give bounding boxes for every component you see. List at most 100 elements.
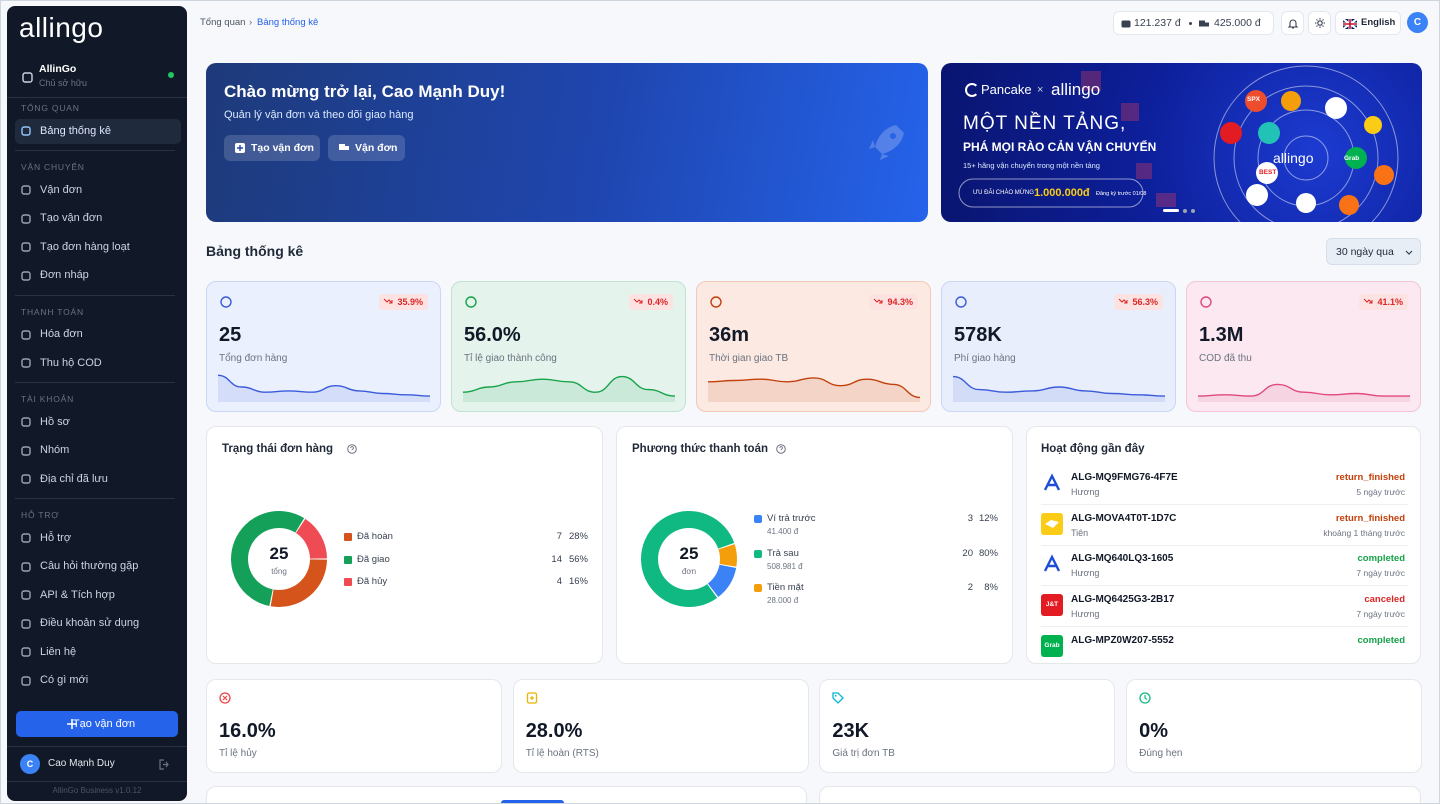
donut-segment [295, 518, 327, 560]
nav-item[interactable]: API & Tích hợp [40, 588, 115, 601]
panel-title: Phương thức thanh toán [632, 443, 768, 455]
carrier-logo: BEST [1259, 169, 1277, 176]
banner-art-part [1258, 122, 1280, 144]
legend-percent: 56% [568, 553, 588, 565]
nav-item[interactable]: Nhóm [40, 444, 70, 456]
welcome-button-label: Vận đơn [355, 142, 398, 154]
order-code[interactable]: ALG-MQ9FMG76-4F7E [1071, 472, 1178, 483]
icon-part [345, 146, 349, 150]
banner-art-part [1191, 209, 1195, 213]
nav-item[interactable]: Tạo vận đơn [40, 212, 103, 224]
panel [206, 786, 807, 803]
welcome-subtitle: Quản lý vận đơn và theo dõi giao hàng [224, 109, 414, 121]
cta-button[interactable]: Tạo vận đơn [16, 711, 178, 737]
icon-part [778, 446, 783, 451]
icon-part [529, 696, 534, 700]
avatar[interactable]: C [1407, 12, 1428, 33]
icon-part [21, 126, 31, 136]
icon-part [237, 145, 243, 151]
icon-part [835, 694, 838, 697]
period-label: 30 ngày qua [1336, 246, 1394, 258]
kpi-card: 16.0% Tỉ lệ hủy [206, 679, 502, 773]
legend-percent: 28% [568, 531, 588, 542]
banner-art-part [1374, 165, 1394, 185]
icon [1043, 554, 1061, 572]
order-code[interactable]: ALG-MOVA4T0T-1D7C [1071, 512, 1177, 524]
divider [1041, 585, 1408, 587]
logo: allingo [19, 12, 104, 43]
icon-part [21, 417, 31, 427]
period-select[interactable]: 30 ngày qua [1326, 238, 1421, 265]
welcome-button[interactable]: Vận đơn [328, 135, 405, 161]
icon [775, 444, 786, 454]
banner-art-part [1213, 65, 1399, 222]
icon [22, 72, 33, 83]
donut-total: 25 [269, 544, 289, 563]
breadcrumb-current[interactable]: Bảng thống kê [257, 17, 319, 28]
icon-part [67, 719, 77, 729]
icon-part [465, 296, 477, 308]
nav-item[interactable]: Câu hỏi thường gặp [40, 560, 139, 572]
donut-total-label: đơn [681, 567, 697, 576]
order-code[interactable]: ALG-MQ6425G3-2B17 [1071, 594, 1175, 606]
icon-part [21, 675, 31, 686]
nav-item[interactable]: Có gì mới [40, 674, 89, 686]
nav-item[interactable]: Hóa đơn [40, 328, 83, 340]
separator [15, 294, 175, 296]
stats-title: Bảng thống kê [206, 243, 304, 259]
icon-part [219, 692, 231, 704]
icon-part [346, 444, 357, 454]
icon [1405, 250, 1413, 255]
order-time: khoảng 1 tháng trước [1323, 527, 1405, 538]
nav-item[interactable]: Hồ sơ [40, 415, 70, 428]
nav-item[interactable]: Vận đơn [40, 183, 83, 196]
sparkline-area [708, 377, 920, 402]
icon-part [1364, 298, 1373, 304]
banner-art-part [1283, 135, 1329, 181]
carrier-logo: SPX [1247, 96, 1261, 103]
banner-art-part [1220, 122, 1242, 144]
divider [1041, 504, 1408, 505]
order-time: 5 ngày trước [1356, 487, 1405, 497]
notifications[interactable] [1281, 11, 1304, 35]
sidebar: allingo AllinGo Chủ sở hữu TỔNG QUAN Bảng th… [7, 6, 187, 801]
order-code[interactable]: ALG-MQ640LQ3-1605 [1071, 553, 1174, 565]
change-badge: 94.3% [869, 294, 918, 310]
language[interactable]: English [1335, 11, 1401, 35]
order-code[interactable]: ALG-MPZ0W207-5552 [1071, 634, 1174, 646]
section-title: HỖ TRỢ [21, 510, 60, 520]
nav-item[interactable]: Thu hộ COD [40, 356, 102, 369]
nav-item[interactable]: Đơn nháp [40, 269, 89, 281]
change-badge: 41.1% [1359, 294, 1408, 310]
banner-art-part [1345, 147, 1367, 169]
nav-item[interactable]: Điều khoản sử dụng [40, 617, 140, 629]
icon [832, 692, 845, 704]
banner-art-part [1256, 162, 1278, 184]
icon [526, 692, 537, 704]
stat-label: COD đã thu [1199, 353, 1252, 364]
banner-art-part [1325, 97, 1347, 119]
theme-toggle[interactable] [1308, 11, 1331, 35]
welcome-button[interactable]: Tạo vận đơn [224, 135, 320, 161]
section-title: TỔNG QUAN [21, 103, 80, 113]
icon-part [710, 296, 722, 308]
legend-percent: 8% [984, 582, 998, 593]
sparkline-line [217, 374, 431, 397]
nav-item[interactable]: Hỗ trợ [40, 531, 72, 544]
stat-value: 25 [219, 324, 242, 346]
stat-label: Thời gian giao TB [709, 353, 789, 364]
legend-count: 3 [967, 513, 973, 524]
icon-part [775, 444, 786, 454]
donut [641, 511, 737, 607]
nav-item[interactable]: Địa chỉ đã lưu [40, 472, 108, 485]
nav-item[interactable]: Tạo đơn hàng loạt [40, 240, 130, 253]
stat-card: 0.4% 56.0% Tỉ lệ giao thành công [451, 281, 686, 412]
nav-item[interactable]: Bảng thống kê [15, 118, 181, 144]
cta-label: Tạo vận đơn [72, 718, 136, 730]
icon-part [339, 144, 345, 150]
banner-art-part [1163, 209, 1179, 212]
welcome-button-label: Tạo vận đơn [251, 142, 314, 154]
icon [21, 270, 31, 281]
nav-item[interactable]: Liên hệ [40, 645, 77, 658]
